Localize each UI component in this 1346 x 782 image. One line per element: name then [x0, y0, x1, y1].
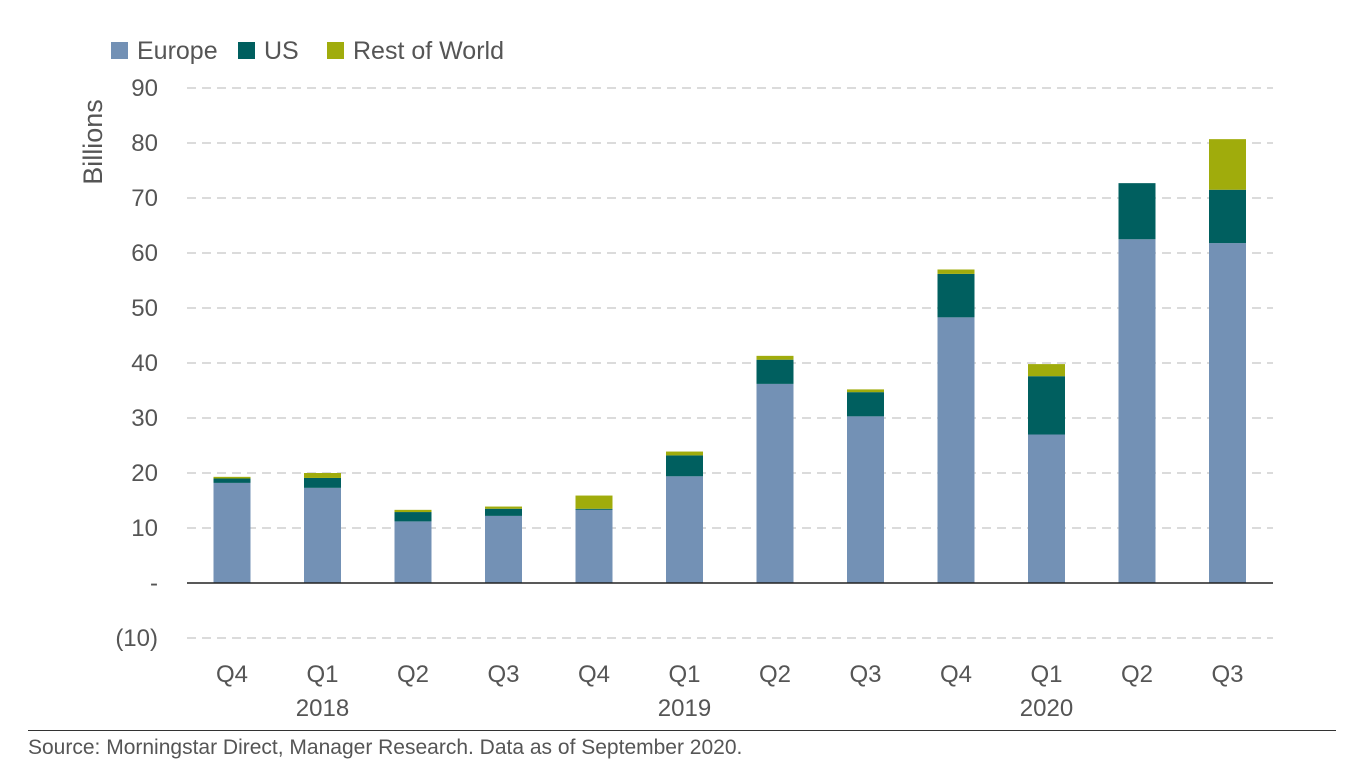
bar-segment-europe — [1209, 243, 1246, 583]
x-tick-label: Q4 — [216, 661, 248, 688]
bar-segment-rest-of-world — [575, 495, 613, 509]
x-tick-label: Q3 — [487, 661, 519, 688]
x-tick-label: Q2 — [1121, 661, 1153, 688]
legend: Europe US Rest of World — [111, 37, 504, 65]
bar-segment-us — [1209, 189, 1246, 244]
bar-segment-rest-of-world — [485, 506, 522, 509]
bar-segment-us — [485, 508, 522, 516]
bar-segment-us — [213, 478, 251, 483]
y-axis-label: Billions — [78, 99, 108, 185]
bar-segment-rest-of-world — [937, 269, 975, 274]
legend-label: US — [264, 37, 299, 65]
bar-segment-europe — [666, 476, 703, 583]
x-tick-label: Q4 — [940, 661, 972, 688]
bar-segment-europe — [304, 487, 341, 583]
bar-segment-rest-of-world — [394, 509, 432, 513]
bar-segment-rest-of-world — [756, 355, 794, 360]
x-tick-label: Q3 — [849, 661, 881, 688]
bar-segment-rest-of-world — [213, 476, 251, 479]
legend-swatch-europe — [111, 42, 128, 59]
source-note: Source: Morningstar Direct, Manager Rese… — [28, 736, 743, 759]
bar-segment-europe — [937, 317, 975, 583]
bar-segment-rest-of-world — [1028, 364, 1065, 377]
bar-segment-rest-of-world — [847, 389, 884, 393]
y-tick-label: 80 — [131, 130, 158, 157]
bar-segment-europe — [575, 509, 613, 583]
legend-label: Rest of World — [353, 37, 504, 65]
x-tick-label: Q3 — [1211, 661, 1243, 688]
bar-segment-us — [304, 477, 341, 488]
bar-segment-europe — [213, 482, 251, 583]
y-tick-label: 20 — [131, 460, 158, 487]
bar-segment-us — [666, 455, 703, 477]
y-tick-label: 90 — [131, 75, 158, 102]
stacked-bar-chart: Europe US Rest of World Billions (10) - 10 20… — [78, 37, 1273, 722]
bar-segment-rest-of-world — [666, 451, 703, 456]
x-tick-label: Q2 — [759, 661, 791, 688]
y-tick-label: 40 — [131, 350, 158, 377]
gridlines — [187, 87, 1273, 639]
y-tick-label: 70 — [131, 185, 158, 212]
legend-label: Europe — [137, 37, 218, 65]
bar-segment-us — [1118, 183, 1156, 240]
bar-segment-us — [394, 512, 432, 522]
x-year-label: 2019 — [658, 695, 711, 722]
y-tick-label: 30 — [131, 405, 158, 432]
bar-segment-europe — [394, 521, 432, 583]
x-tick-label: Q1 — [306, 661, 338, 688]
x-tick-label: Q2 — [397, 661, 429, 688]
bar-segment-us — [756, 359, 794, 384]
x-year-label: 2020 — [1020, 695, 1073, 722]
bar-segment-europe — [1118, 239, 1156, 583]
legend-swatch-us — [238, 42, 255, 59]
y-tick-label: 60 — [131, 240, 158, 267]
y-axis-ticks: (10) - 10 20 30 40 50 60 70 80 90 — [115, 75, 158, 652]
x-axis-ticks: Q4 Q1 Q2 Q3 Q4 Q1 Q2 Q3 Q4 Q1 Q2 Q3 2018 2019 2020 — [216, 661, 1244, 722]
bar-segment-rest-of-world — [304, 473, 341, 478]
y-tick-label: 10 — [131, 515, 158, 542]
legend-swatch-rest-of-world — [327, 42, 344, 59]
y-tick-label: 50 — [131, 295, 158, 322]
x-tick-label: Q4 — [578, 661, 610, 688]
bar-segment-rest-of-world — [1209, 139, 1246, 190]
bar-segment-europe — [1028, 434, 1065, 583]
bar-segment-europe — [485, 515, 522, 583]
bar-segment-us — [937, 273, 975, 318]
y-tick-label: - — [150, 570, 158, 597]
bar-segment-us — [847, 392, 884, 417]
x-tick-label: Q1 — [1030, 661, 1062, 688]
bar-segment-us — [1028, 376, 1065, 435]
source-divider — [28, 730, 1336, 731]
bar-segment-us — [575, 508, 613, 510]
x-tick-label: Q1 — [668, 661, 700, 688]
bars — [213, 139, 1246, 583]
y-tick-label: (10) — [115, 625, 158, 652]
bar-segment-europe — [847, 416, 884, 583]
bar-segment-europe — [756, 383, 794, 583]
x-year-label: 2018 — [296, 695, 349, 722]
